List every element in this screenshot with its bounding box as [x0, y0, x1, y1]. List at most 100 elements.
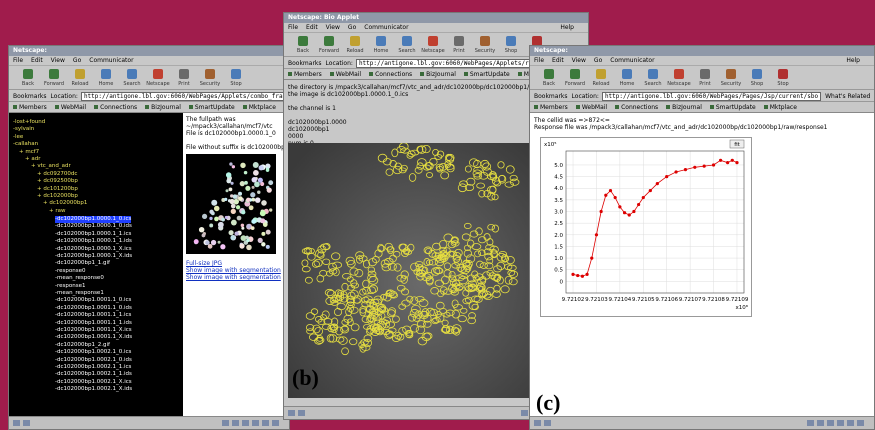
menu-item[interactable]: File [288, 24, 298, 31]
tree-item[interactable]: -dc102000bp1.0002.1_0.ics [55, 349, 183, 356]
personal-link[interactable]: SmartUpdate [710, 104, 756, 111]
link[interactable]: Show image with segmentation [186, 274, 286, 281]
tree-item[interactable]: -dc102000bp1_1.gif [55, 260, 183, 267]
fit-button[interactable]: fit [734, 142, 740, 148]
personal-link[interactable]: WebMail [55, 104, 86, 111]
personal-link[interactable]: Members [534, 104, 568, 111]
tree-item[interactable]: -response0 [55, 268, 183, 275]
tree-item[interactable]: -dc102000bp1.0002.1_X.ids [55, 386, 183, 393]
tree-item[interactable]: -dc102000bp1.0001.1_0.ids [55, 305, 183, 312]
menu-item[interactable]: File [13, 57, 23, 64]
personal-link[interactable]: SmartUpdate [189, 104, 235, 111]
tree-item[interactable]: -dc102000bp1.0001.1_0.ics [55, 297, 183, 304]
tree-item[interactable]: -dc102000bp1_2.gif [55, 342, 183, 349]
toolbar-button[interactable]: Netscape [145, 66, 171, 87]
tree-item[interactable]: -lee [13, 134, 183, 141]
menu-item[interactable]: Go [348, 24, 356, 31]
personal-link[interactable]: WebMail [330, 71, 361, 78]
tree-item[interactable]: -sylvain [13, 126, 183, 133]
menu-item[interactable]: Communicator [89, 57, 133, 64]
bookmarks-button[interactable]: Bookmarks [13, 93, 47, 100]
url-field[interactable]: http://antigone.lbl.gov:6060/WebPages/Pa… [602, 92, 821, 101]
toolbar-button[interactable]: Security [197, 66, 223, 87]
menu-item[interactable]: Help [846, 57, 860, 64]
toolbar-button[interactable]: Print [446, 33, 472, 54]
tree-item[interactable]: -dc102000bp1.0001.1_X.ids [55, 334, 183, 341]
personal-link[interactable]: Connections [94, 104, 137, 111]
menu-item[interactable]: File [534, 57, 544, 64]
menu-item[interactable]: Communicator [364, 24, 408, 31]
tree-item[interactable]: -dc102000bp1.0000.1_1.ids [55, 238, 183, 245]
tree-item[interactable]: -dc102000bp1.0002.1_0.ids [55, 357, 183, 364]
toolbar-button[interactable]: Home [368, 33, 394, 54]
tree-item[interactable]: -dc102000bp1.0000.1_0.ids [55, 223, 183, 230]
toolbar-button[interactable]: Forward [41, 66, 67, 87]
toolbar-button[interactable]: Home [93, 66, 119, 87]
tree-item[interactable]: -dc102000bp1.0000.1_0.ics [55, 216, 131, 223]
toolbar-button[interactable]: Netscape [420, 33, 446, 54]
menu-item[interactable]: Help [560, 24, 574, 31]
tree-item[interactable]: + dc092700dc [37, 171, 183, 178]
personal-link[interactable]: Connections [615, 104, 658, 111]
toolbar-button[interactable]: Search [119, 66, 145, 87]
personal-link[interactable]: BizJournal [145, 104, 181, 111]
tree-item[interactable]: -dc102000bp1.0002.1_X.ics [55, 379, 183, 386]
tree-item[interactable]: + dc101200bp [37, 186, 183, 193]
toolbar-button[interactable]: Netscape [666, 66, 692, 87]
toolbar-button[interactable]: Shop [498, 33, 524, 54]
personal-link[interactable]: BizJournal [420, 71, 456, 78]
bookmarks-button[interactable]: Bookmarks [534, 93, 568, 100]
toolbar-button[interactable]: Shop [744, 66, 770, 87]
toolbar-button[interactable]: Reload [588, 66, 614, 87]
personal-link[interactable]: Mktplace [243, 104, 276, 111]
tree-item[interactable]: -dc102000bp1.0001.1_1.ids [55, 320, 183, 327]
toolbar-button[interactable]: Print [171, 66, 197, 87]
tree-item[interactable]: + dc092500bp [37, 178, 183, 185]
tree-item[interactable]: -response1 [55, 283, 183, 290]
toolbar-button[interactable]: Stop [770, 66, 796, 87]
menu-item[interactable]: Edit [31, 57, 43, 64]
toolbar-button[interactable]: Home [614, 66, 640, 87]
tree-item[interactable]: -dc102000bp1.0002.1_1.ics [55, 364, 183, 371]
tree-item[interactable]: + vtc_and_adr [31, 163, 183, 170]
tree-item[interactable]: + raw [49, 208, 183, 215]
menu-item[interactable]: View [326, 24, 340, 31]
tree-item[interactable]: + adr [25, 156, 183, 163]
tree-item[interactable]: -mean_response1 [55, 290, 183, 297]
personal-link[interactable]: WebMail [576, 104, 607, 111]
personal-link[interactable]: Connections [369, 71, 412, 78]
tree-item[interactable]: -callahan [13, 141, 183, 148]
toolbar-button[interactable]: Reload [67, 66, 93, 87]
toolbar-button[interactable]: Back [15, 66, 41, 87]
personal-link[interactable]: Members [288, 71, 322, 78]
menu-item[interactable]: View [51, 57, 65, 64]
toolbar-button[interactable]: Security [718, 66, 744, 87]
menu-item[interactable]: View [572, 57, 586, 64]
tree-item[interactable]: -mean_response0 [55, 275, 183, 282]
tree-item[interactable]: + mcf7 [19, 149, 183, 156]
menu-item[interactable]: Go [73, 57, 81, 64]
personal-link[interactable]: Members [13, 104, 47, 111]
link[interactable]: Full-size JPG [186, 260, 286, 267]
toolbar-button[interactable]: Security [472, 33, 498, 54]
toolbar-button[interactable]: Stop [223, 66, 249, 87]
toolbar-button[interactable]: Search [394, 33, 420, 54]
toolbar-button[interactable]: Print [692, 66, 718, 87]
toolbar-button[interactable]: Reload [342, 33, 368, 54]
menu-item[interactable]: Communicator [610, 57, 654, 64]
menu-item[interactable]: Go [594, 57, 602, 64]
bookmarks-button[interactable]: Bookmarks [288, 60, 322, 67]
personal-link[interactable]: Mktplace [764, 104, 797, 111]
tree-item[interactable]: -dc102000bp1.0000.1_X.ids [55, 253, 183, 260]
tree-item[interactable]: -dc102000bp1.0001.1_X.ics [55, 327, 183, 334]
tree-item[interactable]: -dc102000bp1.0002.1_1.ids [55, 371, 183, 378]
menu-item[interactable]: Edit [306, 24, 318, 31]
toolbar-button[interactable]: Search [640, 66, 666, 87]
tree-item[interactable]: + dc102000bp [37, 193, 183, 200]
url-field[interactable]: http://antigone.lbl.gov:6060/WebPages/Ap… [81, 92, 286, 101]
tree-item[interactable]: -dc102000bp1.0000.1_X.ics [55, 246, 183, 253]
url-field[interactable]: http://antigone.lbl.gov:6060/WebPages/Ap… [356, 59, 550, 68]
menu-item[interactable]: Edit [552, 57, 564, 64]
toolbar-button[interactable]: Back [536, 66, 562, 87]
tree-item[interactable]: -dc102000bp1.0000.1_1.ics [55, 231, 183, 238]
